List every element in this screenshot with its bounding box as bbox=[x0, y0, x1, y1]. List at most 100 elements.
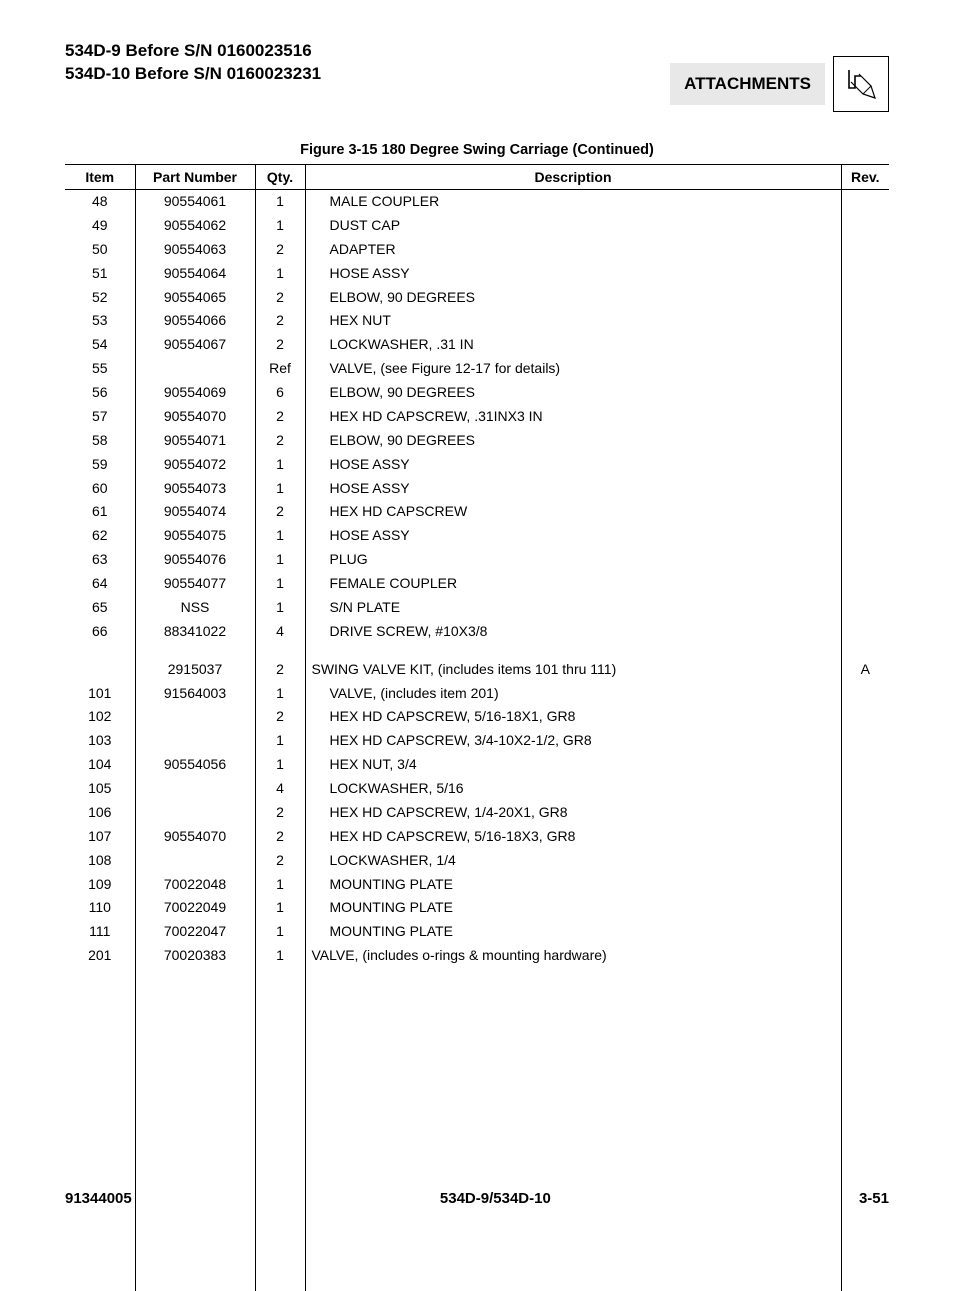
cell-qty: 4 bbox=[255, 620, 305, 644]
cell-qty: 1 bbox=[255, 920, 305, 944]
cell-item: 58 bbox=[65, 429, 135, 453]
cell-rev bbox=[841, 729, 889, 753]
cell-desc: ELBOW, 90 DEGREES bbox=[305, 429, 841, 453]
footer-right: 3-51 bbox=[859, 1190, 889, 1207]
table-row: 49905540621DUST CAP bbox=[65, 214, 889, 238]
cell-desc: PLUG bbox=[305, 548, 841, 572]
col-header-item: Item bbox=[65, 165, 135, 190]
cell-item: 61 bbox=[65, 500, 135, 524]
cell-desc: HEX NUT bbox=[305, 309, 841, 333]
cell-part: 90554069 bbox=[135, 381, 255, 405]
figure-caption: Figure 3-15 180 Degree Swing Carriage (C… bbox=[65, 142, 889, 158]
table-row: 1031HEX HD CAPSCREW, 3/4-10X2-1/2, GR8 bbox=[65, 729, 889, 753]
cell-desc: HEX HD CAPSCREW, 3/4-10X2-1/2, GR8 bbox=[305, 729, 841, 753]
cell-part bbox=[135, 729, 255, 753]
cell-desc: HEX HD CAPSCREW, .31INX3 IN bbox=[305, 405, 841, 429]
footer-left: 91344005 bbox=[65, 1190, 132, 1207]
attachment-icon bbox=[833, 56, 889, 112]
cell-item: 50 bbox=[65, 238, 135, 262]
table-row: 54905540672LOCKWASHER, .31 IN bbox=[65, 333, 889, 357]
table-row: 107905540702HEX HD CAPSCREW, 5/16-18X3, … bbox=[65, 825, 889, 849]
cell-rev bbox=[841, 429, 889, 453]
cell-qty: 2 bbox=[255, 801, 305, 825]
cell-item: 101 bbox=[65, 682, 135, 706]
cell-part: 90554077 bbox=[135, 572, 255, 596]
cell-rev bbox=[841, 262, 889, 286]
cell-rev bbox=[841, 190, 889, 214]
table-row: 61905540742HEX HD CAPSCREW bbox=[65, 500, 889, 524]
col-header-part: Part Number bbox=[135, 165, 255, 190]
table-row: 1082LOCKWASHER, 1/4 bbox=[65, 849, 889, 873]
cell-part bbox=[135, 357, 255, 381]
cell-desc: HOSE ASSY bbox=[305, 524, 841, 548]
cell-desc: VALVE, (includes item 201) bbox=[305, 682, 841, 706]
cell-qty: 6 bbox=[255, 381, 305, 405]
cell-qty: 1 bbox=[255, 596, 305, 620]
cell-desc: FEMALE COUPLER bbox=[305, 572, 841, 596]
cell-item: 109 bbox=[65, 873, 135, 897]
cell-item: 106 bbox=[65, 801, 135, 825]
cell-rev bbox=[841, 214, 889, 238]
cell-qty: 1 bbox=[255, 873, 305, 897]
cell-part: 90554056 bbox=[135, 753, 255, 777]
cell-qty: 1 bbox=[255, 729, 305, 753]
cell-item: 63 bbox=[65, 548, 135, 572]
table-header-row: Item Part Number Qty. Description Rev. bbox=[65, 165, 889, 190]
cell-qty: 1 bbox=[255, 753, 305, 777]
cell-desc: SWING VALVE KIT, (includes items 101 thr… bbox=[305, 658, 841, 682]
cell-item: 201 bbox=[65, 944, 135, 968]
cell-desc: LOCKWASHER, .31 IN bbox=[305, 333, 841, 357]
cell-desc: HOSE ASSY bbox=[305, 477, 841, 501]
cell-qty: 2 bbox=[255, 405, 305, 429]
cell-qty: 1 bbox=[255, 896, 305, 920]
table-row bbox=[65, 644, 889, 658]
cell-rev: A bbox=[841, 658, 889, 682]
cell-part: 90554062 bbox=[135, 214, 255, 238]
cell-part: 90554070 bbox=[135, 405, 255, 429]
table-row: 50905540632ADAPTER bbox=[65, 238, 889, 262]
cell-desc: ELBOW, 90 DEGREES bbox=[305, 286, 841, 310]
page-footer: 91344005 534D-9/534D-10 3-51 bbox=[65, 1190, 889, 1207]
cell-desc: LOCKWASHER, 1/4 bbox=[305, 849, 841, 873]
table-row: 104905540561HEX NUT, 3/4 bbox=[65, 753, 889, 777]
cell-item: 56 bbox=[65, 381, 135, 405]
cell-desc: HEX HD CAPSCREW, 1/4-20X1, GR8 bbox=[305, 801, 841, 825]
cell-part: 70020383 bbox=[135, 944, 255, 968]
cell-item: 55 bbox=[65, 357, 135, 381]
table-row: 57905540702HEX HD CAPSCREW, .31INX3 IN bbox=[65, 405, 889, 429]
cell-rev bbox=[841, 920, 889, 944]
table-row: 59905540721HOSE ASSY bbox=[65, 453, 889, 477]
cell-item: 49 bbox=[65, 214, 135, 238]
cell-qty: 1 bbox=[255, 682, 305, 706]
cell-qty: 1 bbox=[255, 477, 305, 501]
cell-desc: MOUNTING PLATE bbox=[305, 920, 841, 944]
cell-part: 90554073 bbox=[135, 477, 255, 501]
table-row: 53905540662HEX NUT bbox=[65, 309, 889, 333]
cell-desc: HOSE ASSY bbox=[305, 453, 841, 477]
cell-desc: HEX HD CAPSCREW, 5/16-18X3, GR8 bbox=[305, 825, 841, 849]
cell-qty: 2 bbox=[255, 238, 305, 262]
cell-rev bbox=[841, 238, 889, 262]
parts-table: Item Part Number Qty. Description Rev. 4… bbox=[65, 164, 889, 1291]
cell-rev bbox=[841, 405, 889, 429]
cell-part: 90554072 bbox=[135, 453, 255, 477]
cell-item: 51 bbox=[65, 262, 135, 286]
cell-rev bbox=[841, 596, 889, 620]
cell-qty: 1 bbox=[255, 548, 305, 572]
cell-rev bbox=[841, 849, 889, 873]
table-row: 109700220481MOUNTING PLATE bbox=[65, 873, 889, 897]
cell-rev bbox=[841, 682, 889, 706]
cell-qty: 2 bbox=[255, 500, 305, 524]
table-row: 111700220471MOUNTING PLATE bbox=[65, 920, 889, 944]
model-info: 534D-9 Before S/N 0160023516 534D-10 Bef… bbox=[65, 40, 321, 86]
cell-desc: MOUNTING PLATE bbox=[305, 873, 841, 897]
cell-qty: 1 bbox=[255, 524, 305, 548]
cell-rev bbox=[841, 309, 889, 333]
cell-part: NSS bbox=[135, 596, 255, 620]
cell-rev bbox=[841, 357, 889, 381]
cell-item: 110 bbox=[65, 896, 135, 920]
cell-qty: 2 bbox=[255, 658, 305, 682]
cell-desc: HEX HD CAPSCREW bbox=[305, 500, 841, 524]
model-line-1: 534D-9 Before S/N 0160023516 bbox=[65, 40, 321, 63]
table-row: 62905540751HOSE ASSY bbox=[65, 524, 889, 548]
